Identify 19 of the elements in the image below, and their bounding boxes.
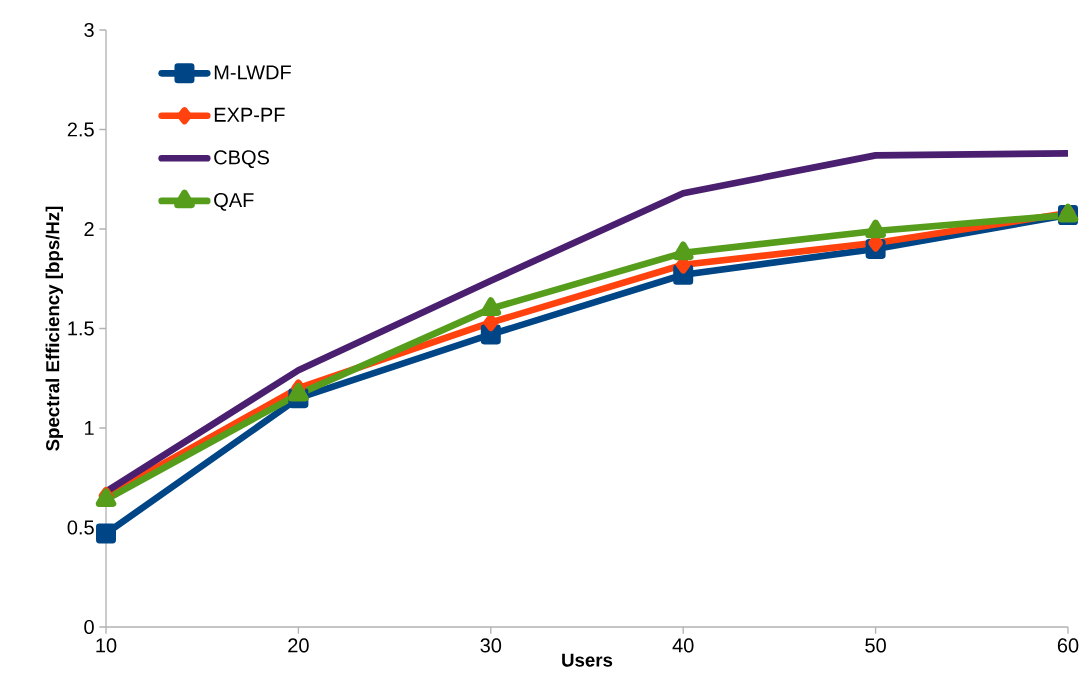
- y-axis-title: Spectral Efficiency [bps/Hz]: [45, 206, 63, 451]
- y-tick-label: 1.5: [68, 321, 94, 336]
- legend-label: M-LWDF: [214, 65, 291, 80]
- y-tick-label: 3: [84, 22, 94, 38]
- legend-label: QAF: [214, 192, 254, 211]
- y-tick-label: 0: [84, 619, 94, 635]
- legend-label: EXP-PF: [214, 107, 285, 122]
- y-tick-label: 1: [85, 421, 94, 435]
- x-tick-label: 30: [480, 638, 502, 653]
- x-axis-title: Users: [562, 653, 613, 667]
- y-tick-label: 2: [84, 222, 94, 236]
- legend-label: CBQS: [214, 150, 269, 169]
- x-tick-label: 60: [1057, 638, 1079, 653]
- x-tick-label: 50: [865, 638, 886, 653]
- x-tick-label: 40: [672, 638, 694, 653]
- x-tick-label: 20: [288, 638, 309, 653]
- y-tick-label: 2.5: [67, 122, 94, 137]
- x-tick-label: 10: [96, 638, 117, 653]
- y-tick-label: 0.5: [67, 520, 94, 535]
